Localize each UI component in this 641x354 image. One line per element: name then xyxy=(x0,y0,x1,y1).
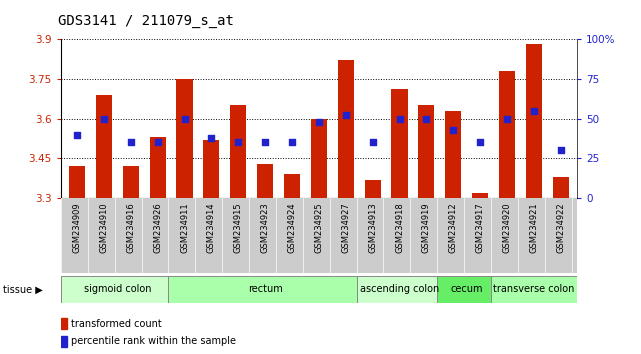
Text: GSM234923: GSM234923 xyxy=(261,202,270,253)
Bar xyxy=(61,336,67,347)
Point xyxy=(556,148,566,153)
Text: rectum: rectum xyxy=(248,284,283,295)
Point xyxy=(367,140,378,145)
Point xyxy=(233,140,244,145)
Text: transformed count: transformed count xyxy=(71,319,162,329)
Bar xyxy=(472,193,488,198)
Text: GSM234922: GSM234922 xyxy=(556,202,565,253)
Text: transverse colon: transverse colon xyxy=(493,284,574,295)
Point xyxy=(529,108,539,114)
Bar xyxy=(203,140,219,198)
Bar xyxy=(338,60,354,198)
Point xyxy=(206,135,217,141)
Text: sigmoid colon: sigmoid colon xyxy=(83,284,151,295)
Text: ascending colon: ascending colon xyxy=(360,284,439,295)
Text: GSM234926: GSM234926 xyxy=(153,202,162,253)
Bar xyxy=(365,180,381,198)
Text: GSM234918: GSM234918 xyxy=(395,202,404,253)
Point xyxy=(260,140,271,145)
Point xyxy=(179,116,190,121)
Bar xyxy=(445,111,462,198)
Bar xyxy=(257,164,273,198)
Bar xyxy=(284,175,300,198)
Text: GSM234912: GSM234912 xyxy=(449,202,458,253)
Text: GSM234916: GSM234916 xyxy=(126,202,135,253)
Bar xyxy=(61,276,174,303)
Bar xyxy=(176,79,192,198)
Bar xyxy=(499,71,515,198)
Point xyxy=(448,127,458,133)
Bar xyxy=(526,44,542,198)
Point xyxy=(72,132,82,137)
Text: percentile rank within the sample: percentile rank within the sample xyxy=(71,336,237,346)
Text: GDS3141 / 211079_s_at: GDS3141 / 211079_s_at xyxy=(58,14,233,28)
Bar xyxy=(69,166,85,198)
Text: GSM234914: GSM234914 xyxy=(207,202,216,253)
Bar xyxy=(61,318,67,329)
Text: GSM234911: GSM234911 xyxy=(180,202,189,253)
Text: cecum: cecum xyxy=(451,284,483,295)
Point xyxy=(99,116,109,121)
Text: GSM234913: GSM234913 xyxy=(368,202,377,253)
Point xyxy=(287,140,297,145)
Bar xyxy=(553,177,569,198)
Bar xyxy=(437,276,496,303)
Point xyxy=(475,140,485,145)
Point xyxy=(421,116,431,121)
Bar xyxy=(311,119,327,198)
Text: GSM234925: GSM234925 xyxy=(314,202,324,253)
Text: GSM234927: GSM234927 xyxy=(341,202,350,253)
Text: tissue ▶: tissue ▶ xyxy=(3,284,43,295)
Point xyxy=(153,140,163,145)
Text: GSM234915: GSM234915 xyxy=(234,202,243,253)
Bar xyxy=(96,95,112,198)
Text: GSM234920: GSM234920 xyxy=(503,202,512,253)
Point xyxy=(502,116,512,121)
Text: GSM234910: GSM234910 xyxy=(99,202,108,253)
Bar xyxy=(392,90,408,198)
Point xyxy=(340,113,351,118)
Point xyxy=(314,119,324,125)
Bar xyxy=(356,276,442,303)
Text: GSM234909: GSM234909 xyxy=(72,202,81,253)
Point xyxy=(126,140,136,145)
Bar xyxy=(149,137,166,198)
Text: GSM234917: GSM234917 xyxy=(476,202,485,253)
Text: GSM234919: GSM234919 xyxy=(422,202,431,253)
Bar xyxy=(169,276,362,303)
Point xyxy=(394,116,404,121)
Bar xyxy=(419,105,435,198)
Text: GSM234924: GSM234924 xyxy=(288,202,297,253)
Bar xyxy=(491,276,577,303)
Text: GSM234921: GSM234921 xyxy=(529,202,538,253)
Bar xyxy=(230,105,246,198)
Bar xyxy=(122,166,139,198)
